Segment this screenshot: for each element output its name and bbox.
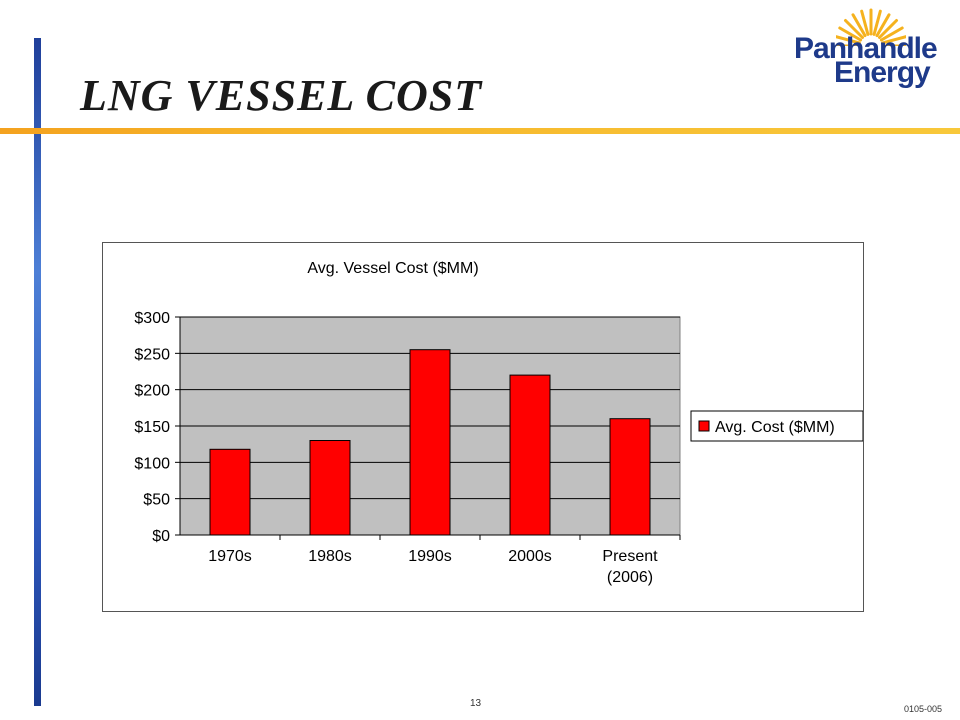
x-tick-label: 1980s [308, 548, 352, 565]
y-tick-label: $100 [134, 455, 170, 472]
sun-rays [836, 8, 906, 46]
page-number: 13 [470, 698, 482, 709]
sun-ray [860, 9, 870, 36]
chart-title: Avg. Vessel Cost ($MM) [307, 260, 478, 277]
bar-1980s [309, 440, 351, 536]
legend-swatch [698, 420, 710, 432]
chart-legend: Avg. Cost ($MM) [690, 410, 863, 442]
document-code: 0105-005 [904, 704, 943, 714]
y-tick-label: $300 [134, 310, 170, 327]
sun-ray [844, 19, 864, 39]
bar-chart: Avg. Vessel Cost ($MM) $0 $50 $100 $150 $200 $… [134, 260, 863, 586]
sun-ray [879, 26, 904, 42]
x-tick-label: Present [602, 548, 658, 565]
sun-icon [836, 8, 906, 46]
y-tick-label: $50 [143, 492, 170, 509]
x-tick-label: (2006) [607, 569, 653, 586]
left-accent-bar [34, 38, 41, 706]
logo-line2: Energy [834, 56, 931, 89]
y-tick-label: $200 [134, 383, 170, 400]
legend-box [690, 410, 863, 442]
sun-ray [875, 13, 891, 38]
y-tick-label: $250 [134, 346, 170, 363]
chart-frame: Avg. Vessel Cost ($MM) $0 $50 $100 $150 $200 $… [102, 242, 864, 612]
y-tick-label: $0 [152, 528, 170, 545]
sun-ray [851, 13, 867, 38]
logo-line1: Panhandle [794, 32, 938, 65]
sun-ray [836, 35, 861, 45]
sun-ray [881, 35, 906, 45]
y-tick-label: $150 [134, 419, 170, 436]
bar-1970s [209, 448, 251, 536]
bar-1990s [409, 349, 451, 536]
x-tick-label: 1970s [208, 548, 252, 565]
sun-ray [838, 26, 863, 42]
bar-present [609, 418, 651, 536]
page-title: LNG VESSEL COST [80, 71, 483, 120]
bar-2000s [509, 374, 551, 536]
sun-ray [878, 19, 898, 39]
sun-ray [872, 9, 882, 36]
x-tick-label: 1990s [408, 548, 452, 565]
title-divider [0, 128, 960, 134]
company-logo: Panhandle Energy [790, 6, 950, 96]
legend-label: Avg. Cost ($MM) [715, 419, 835, 436]
x-tick-label: 2000s [508, 548, 552, 565]
